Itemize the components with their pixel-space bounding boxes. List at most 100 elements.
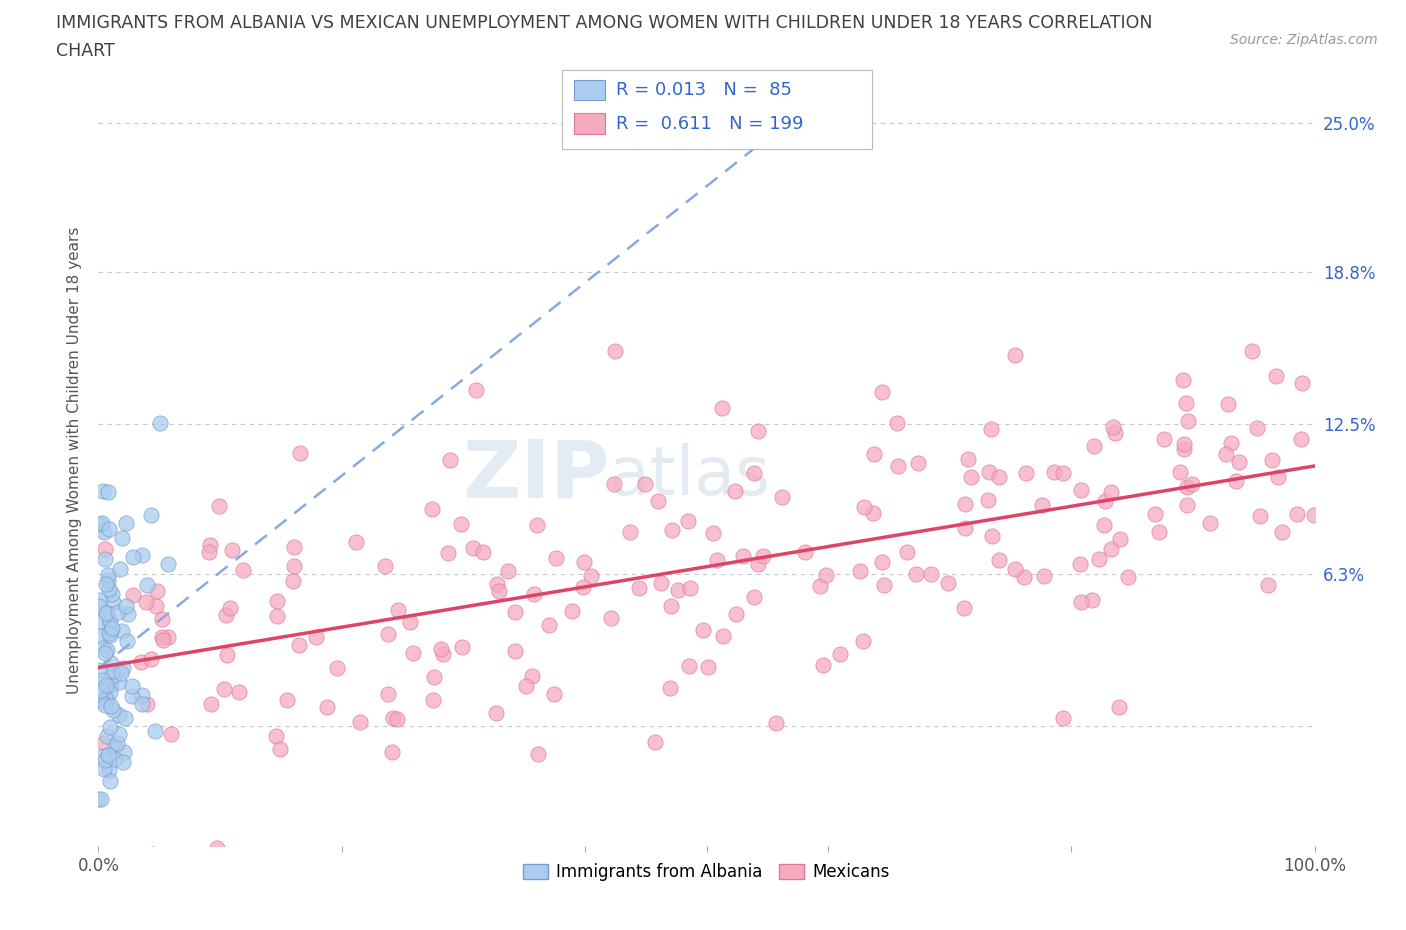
- Point: [381, 711, 404, 725]
- Point: [666, 583, 689, 598]
- Point: [747, 557, 769, 572]
- Point: [676, 514, 699, 529]
- Point: [977, 493, 1000, 508]
- Point: [1240, 344, 1263, 359]
- Point: [281, 573, 304, 588]
- Point: [1246, 420, 1268, 435]
- Point: [420, 501, 443, 516]
- Point: [696, 659, 718, 674]
- Point: [101, 587, 124, 602]
- Point: [1153, 432, 1175, 446]
- Point: [1175, 498, 1198, 512]
- Point: [765, 716, 787, 731]
- Point: [98, 582, 121, 597]
- Point: [1173, 441, 1195, 456]
- Point: [96, 692, 118, 707]
- Point: [214, 682, 236, 697]
- Point: [581, 569, 603, 584]
- Point: [374, 558, 396, 573]
- Point: [956, 452, 979, 467]
- Point: [1042, 464, 1064, 479]
- Point: [142, 847, 165, 862]
- Point: [1175, 480, 1198, 495]
- Point: [744, 590, 766, 604]
- Point: [112, 745, 135, 760]
- Point: [988, 469, 1011, 484]
- Point: [1302, 508, 1324, 523]
- Point: [157, 630, 180, 644]
- Point: [1118, 569, 1140, 584]
- Point: [89, 592, 111, 607]
- Point: [93, 761, 115, 776]
- Point: [98, 627, 121, 642]
- Point: [905, 566, 928, 581]
- Point: [661, 523, 683, 538]
- Point: [101, 620, 124, 635]
- Text: IMMIGRANTS FROM ALBANIA VS MEXICAN UNEMPLOYMENT AMONG WOMEN WITH CHILDREN UNDER : IMMIGRANTS FROM ALBANIA VS MEXICAN UNEMP…: [56, 14, 1153, 32]
- Point: [1104, 425, 1126, 440]
- Point: [283, 539, 305, 554]
- Point: [1099, 485, 1122, 499]
- Point: [96, 643, 118, 658]
- Point: [135, 594, 157, 609]
- Point: [678, 659, 700, 674]
- Point: [217, 647, 239, 662]
- Point: [603, 343, 626, 358]
- Point: [94, 577, 117, 591]
- Point: [1291, 376, 1313, 391]
- Point: [91, 749, 114, 764]
- Point: [131, 697, 153, 711]
- Point: [1092, 517, 1115, 532]
- Point: [907, 455, 929, 470]
- Point: [269, 741, 291, 756]
- Point: [135, 698, 157, 712]
- Point: [252, 857, 274, 872]
- Point: [283, 559, 305, 574]
- Point: [89, 663, 111, 678]
- Point: [1031, 498, 1053, 512]
- Point: [344, 535, 367, 550]
- Point: [1216, 397, 1239, 412]
- Point: [94, 752, 117, 767]
- Point: [1004, 348, 1026, 363]
- Point: [94, 541, 117, 556]
- Point: [644, 735, 666, 750]
- Point: [793, 544, 815, 559]
- Point: [200, 697, 222, 711]
- Point: [1199, 516, 1222, 531]
- Point: [960, 470, 983, 485]
- Point: [139, 651, 162, 666]
- Point: [98, 720, 121, 735]
- Point: [97, 485, 120, 499]
- Y-axis label: Unemployment Among Women with Children Under 18 years: Unemployment Among Women with Children U…: [67, 227, 83, 694]
- Point: [98, 614, 121, 629]
- Point: [87, 598, 110, 613]
- Point: [725, 607, 748, 622]
- Point: [1227, 454, 1250, 469]
- Point: [100, 656, 122, 671]
- Point: [920, 566, 942, 581]
- Point: [498, 564, 520, 578]
- Point: [724, 484, 747, 498]
- Point: [461, 540, 484, 555]
- Point: [325, 661, 347, 676]
- Point: [90, 515, 112, 530]
- Point: [1257, 578, 1279, 592]
- Point: [886, 416, 908, 431]
- Point: [221, 543, 243, 558]
- Point: [101, 702, 124, 717]
- Point: [1289, 432, 1312, 446]
- Point: [1181, 476, 1204, 491]
- Point: [121, 679, 143, 694]
- Point: [1069, 556, 1091, 571]
- Point: [121, 588, 143, 603]
- Point: [896, 545, 918, 560]
- Point: [659, 599, 682, 614]
- Point: [1088, 551, 1111, 566]
- Point: [1219, 435, 1241, 450]
- Point: [808, 578, 831, 593]
- Point: [266, 608, 288, 623]
- Point: [751, 549, 773, 564]
- Point: [650, 576, 672, 591]
- Point: [101, 594, 124, 609]
